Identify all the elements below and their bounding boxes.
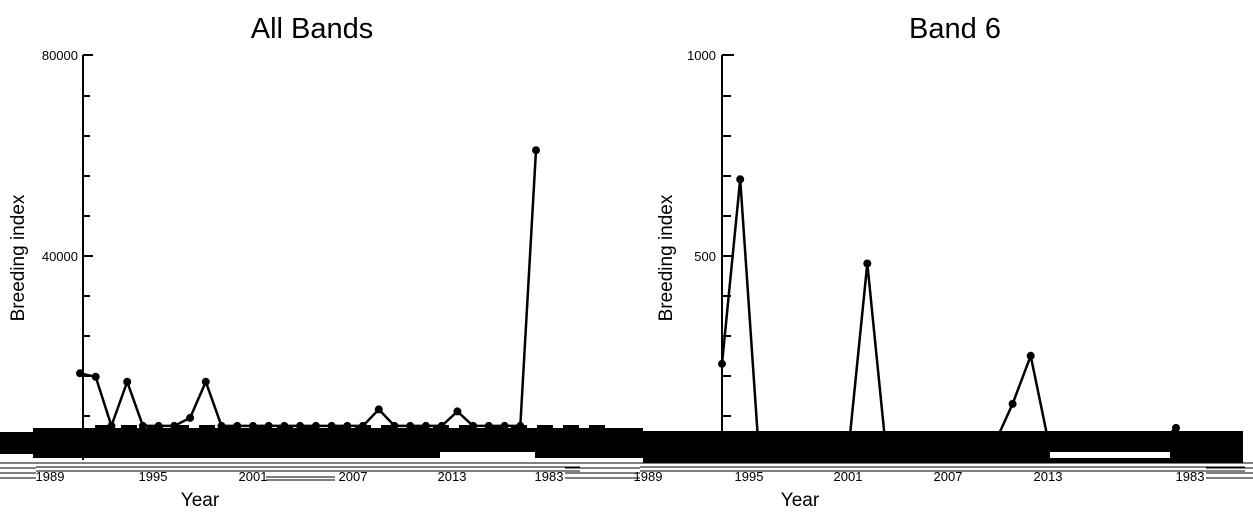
band-6-x-tick-label: 2001	[834, 469, 863, 484]
band-6-data-point	[1026, 351, 1035, 360]
band-6-data-point	[863, 259, 872, 268]
band-6-x-tick-label: 1995	[735, 469, 764, 484]
band-6-data-point	[718, 359, 726, 368]
band-6-panel: Band 6 1000 500 Breeding index 1989 1995…	[634, 13, 1205, 511]
band-6-x-axis-label: Year	[781, 490, 820, 511]
all-bands-data-point	[123, 377, 132, 386]
all-bands-data-point	[421, 421, 430, 430]
clutter-dash	[225, 425, 241, 432]
clutter-dash	[173, 425, 189, 432]
all-bands-data-point	[201, 377, 210, 386]
clutter-dash	[277, 425, 293, 432]
band-6-y-tick-label: 500	[694, 249, 716, 264]
all-bands-x-axis-label: Year	[181, 490, 220, 511]
clutter-gap	[1050, 452, 1170, 458]
clutter-dash	[199, 425, 215, 432]
clutter-dash	[407, 425, 423, 432]
clutter-dash	[329, 425, 345, 432]
band-6-x-tick-label: 1989	[634, 469, 663, 484]
clutter-dash	[251, 425, 267, 432]
clutter-dash	[485, 425, 501, 432]
all-bands-x-tick-label: 2013	[438, 469, 467, 484]
all-bands-series-line	[79, 150, 538, 430]
all-bands-data-point	[532, 146, 540, 155]
all-bands-x-tick-label: 1989	[36, 469, 65, 484]
clutter-band-left	[33, 428, 643, 458]
all-bands-data-point	[76, 369, 84, 378]
all-bands-y-tick-label: 40000	[42, 249, 78, 264]
band-6-title: Band 6	[909, 13, 1001, 45]
clutter-dash	[355, 425, 371, 432]
band-6-x-tick-label: 1983	[1176, 469, 1205, 484]
all-bands-data-point	[374, 405, 383, 414]
all-bands-data-point	[91, 372, 100, 381]
all-bands-y-axis-label: Breeding index	[8, 194, 29, 321]
clutter-dash	[95, 425, 111, 432]
band-6-data-point	[1008, 399, 1017, 408]
all-bands-x-tick-label: 2001	[239, 469, 268, 484]
all-bands-data-point	[217, 421, 226, 430]
band-6-y-axis-label: Breeding index	[656, 194, 677, 321]
band-6-y-tick-label: 1000	[687, 48, 716, 63]
clutter-dash	[303, 425, 319, 432]
all-bands-data-point	[500, 421, 509, 430]
all-bands-title: All Bands	[251, 13, 374, 45]
band-6-x-tick-label: 2013	[1034, 469, 1063, 484]
clutter-band-right	[643, 431, 1243, 463]
all-bands-x-tick-label: 1995	[139, 469, 168, 484]
all-bands-data-point	[138, 421, 147, 430]
band-6-series-line	[720, 179, 1177, 446]
all-bands-data-point	[453, 407, 462, 416]
clutter-dash	[563, 425, 579, 432]
band-6-data-point	[1172, 423, 1180, 432]
clutter-dash	[459, 425, 475, 432]
clutter-dash	[121, 425, 137, 432]
all-bands-panel: All Bands 80000 40000 Breeding index 198…	[8, 13, 563, 511]
all-bands-x-tick-label: 1983	[535, 469, 564, 484]
clutter-dash	[433, 425, 449, 432]
clutter-gap	[440, 452, 535, 459]
clutter-dash	[381, 425, 397, 432]
clutter-dash	[537, 425, 553, 432]
clutter-dash	[147, 425, 163, 432]
band-6-data-point	[736, 175, 745, 184]
all-bands-x-tick-label: 2007	[339, 469, 368, 484]
clutter-dash	[589, 425, 605, 432]
all-bands-y-tick-label: 80000	[42, 48, 78, 63]
chart-marks	[76, 146, 1180, 448]
all-bands-data-point	[343, 421, 352, 430]
clutter-band-edge	[0, 432, 35, 454]
clutter-dash	[511, 425, 527, 432]
band-6-x-tick-label: 2007	[934, 469, 963, 484]
overlap-clutter-band	[0, 425, 1253, 481]
all-bands-data-point	[296, 421, 305, 430]
all-bands-data-point	[186, 413, 195, 422]
